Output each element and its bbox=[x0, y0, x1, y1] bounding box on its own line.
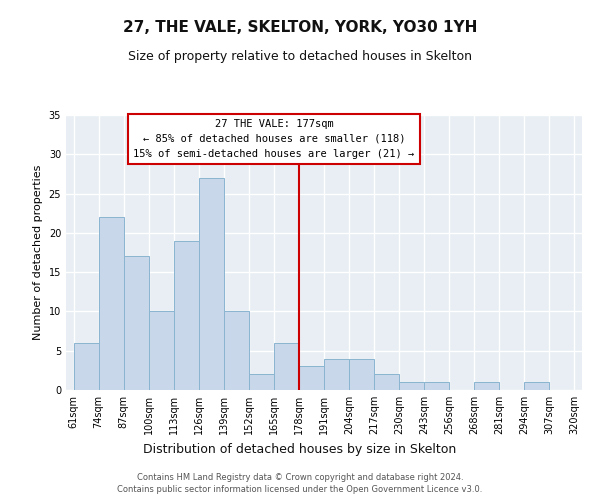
Text: 27, THE VALE, SKELTON, YORK, YO30 1YH: 27, THE VALE, SKELTON, YORK, YO30 1YH bbox=[123, 20, 477, 35]
Text: Distribution of detached houses by size in Skelton: Distribution of detached houses by size … bbox=[143, 442, 457, 456]
Y-axis label: Number of detached properties: Number of detached properties bbox=[33, 165, 43, 340]
Bar bbox=[174, 240, 199, 390]
Text: Contains HM Land Registry data © Crown copyright and database right 2024.: Contains HM Land Registry data © Crown c… bbox=[137, 472, 463, 482]
Bar bbox=[424, 382, 449, 390]
Bar bbox=[124, 256, 149, 390]
Bar bbox=[149, 312, 174, 390]
Text: Size of property relative to detached houses in Skelton: Size of property relative to detached ho… bbox=[128, 50, 472, 63]
Bar bbox=[74, 343, 98, 390]
Bar bbox=[199, 178, 224, 390]
Bar bbox=[399, 382, 424, 390]
Bar bbox=[98, 217, 124, 390]
Bar bbox=[324, 358, 349, 390]
Bar bbox=[524, 382, 550, 390]
Text: 27 THE VALE: 177sqm
← 85% of detached houses are smaller (118)
15% of semi-detac: 27 THE VALE: 177sqm ← 85% of detached ho… bbox=[133, 119, 415, 158]
Text: Contains public sector information licensed under the Open Government Licence v3: Contains public sector information licen… bbox=[118, 485, 482, 494]
Bar bbox=[474, 382, 499, 390]
Bar bbox=[349, 358, 374, 390]
Bar bbox=[274, 343, 299, 390]
Bar bbox=[224, 312, 249, 390]
Bar bbox=[249, 374, 274, 390]
Bar bbox=[374, 374, 399, 390]
Bar bbox=[299, 366, 324, 390]
